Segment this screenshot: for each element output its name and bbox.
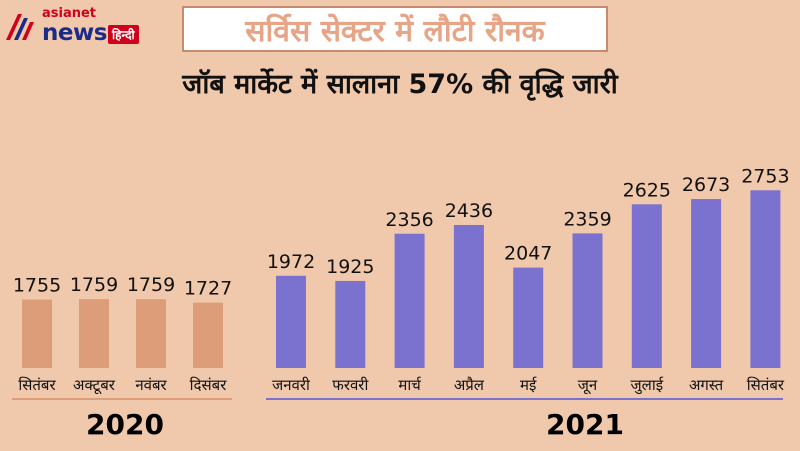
- logo-main-text: news: [42, 20, 107, 46]
- bar-2021-2: [394, 233, 425, 368]
- title-banner: सर्विस सेक्टर में लौटी रौनक: [182, 6, 608, 52]
- bar-2020-3: [193, 302, 223, 368]
- category-label-2021-6: जुलाई: [631, 376, 665, 395]
- bar-2021-4: [513, 267, 544, 368]
- value-label-2021-2: 2356: [385, 209, 433, 231]
- year-label-2021: 2021: [546, 408, 624, 441]
- bar-2021-5: [572, 233, 603, 368]
- value-label-2021-1: 1925: [326, 256, 374, 278]
- bar-2021-0: [276, 275, 306, 368]
- logo-language-badge: हिन्दी: [108, 25, 139, 44]
- bar-2020-0: [22, 299, 52, 368]
- category-label-2021-4: मई: [520, 376, 537, 394]
- value-label-2021-4: 2047: [504, 243, 552, 265]
- logo-top-text: asianet: [42, 6, 97, 21]
- category-label-2020-2: नवंबर: [135, 376, 167, 394]
- bar-2021-8: [750, 190, 781, 368]
- logo-stripes-icon: [6, 14, 34, 40]
- category-label-2021-7: अगस्त: [689, 376, 724, 394]
- bar-2021-3: [453, 224, 484, 368]
- category-label-2020-0: सितंबर: [18, 376, 56, 394]
- bar-2021-6: [631, 204, 662, 368]
- value-label-2020-0: 1755: [13, 275, 61, 297]
- value-label-2020-3: 1727: [184, 278, 232, 300]
- value-label-2021-3: 2436: [445, 200, 493, 222]
- category-label-2021-3: अप्रैल: [454, 376, 485, 394]
- bar-2020-2: [136, 299, 166, 368]
- value-label-2021-5: 2359: [563, 208, 611, 230]
- category-label-2021-5: जून: [578, 376, 598, 395]
- bar-2021-7: [691, 199, 722, 368]
- category-label-2021-0: जनवरी: [272, 376, 311, 394]
- category-label-2020-3: दिसंबर: [190, 376, 228, 394]
- value-label-2021-6: 2625: [623, 179, 671, 201]
- asianet-news-logo: asianet news हिन्दी: [4, 6, 164, 52]
- category-label-2021-8: सितंबर: [747, 376, 785, 394]
- subtitle: जॉब मार्केट में सालाना 57% की वृद्धि जार…: [182, 69, 618, 100]
- value-label-2020-2: 1759: [127, 274, 175, 296]
- bar-2020-1: [79, 299, 109, 368]
- value-label-2021-7: 2673: [682, 174, 730, 196]
- category-label-2020-1: अक्टूबर: [73, 376, 116, 395]
- category-label-2021-1: फरवरी: [332, 376, 369, 394]
- category-label-2021-2: मार्च: [398, 376, 421, 394]
- value-label-2020-1: 1759: [70, 274, 118, 296]
- page-title: सर्विस सेक्टर में लौटी रौनक: [245, 13, 545, 49]
- value-label-2021-0: 1972: [267, 251, 315, 273]
- bar-2021-1: [335, 280, 366, 368]
- year-label-2020: 2020: [86, 408, 164, 441]
- value-label-2021-8: 2753: [741, 165, 789, 187]
